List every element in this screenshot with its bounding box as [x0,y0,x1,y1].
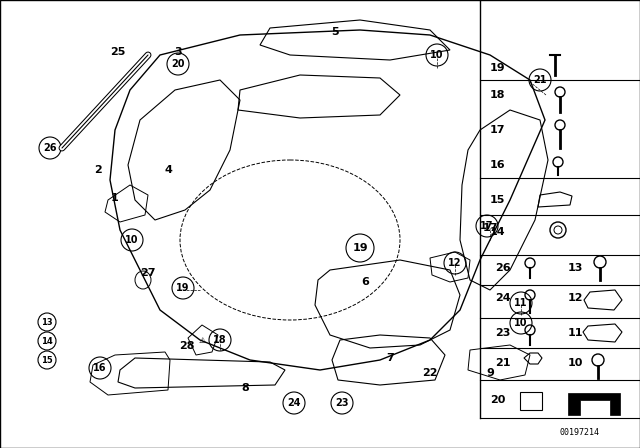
Text: 12: 12 [448,258,461,268]
Text: 13: 13 [568,263,584,273]
Text: 3: 3 [174,47,182,57]
Text: 18: 18 [490,90,506,100]
Text: 12: 12 [568,293,584,303]
Text: 26: 26 [495,263,511,273]
Text: 24: 24 [287,398,301,408]
Text: 19: 19 [352,243,368,253]
Text: 28: 28 [179,341,195,351]
Text: 23: 23 [335,398,349,408]
Text: 21: 21 [533,75,547,85]
Text: 20: 20 [172,59,185,69]
Text: 10: 10 [125,235,139,245]
Text: 14: 14 [490,227,506,237]
Text: 10: 10 [568,358,584,368]
Text: 19: 19 [490,63,506,73]
Text: 22: 22 [422,368,438,378]
Text: 11: 11 [515,298,528,308]
Text: 6: 6 [361,277,369,287]
Text: 8: 8 [241,383,249,393]
Text: 19: 19 [176,283,189,293]
Text: 17: 17 [483,223,498,233]
Text: 17: 17 [480,221,493,231]
Text: 23: 23 [495,328,510,338]
Text: 13: 13 [41,318,53,327]
Text: 27: 27 [140,268,156,278]
Text: 17: 17 [490,125,506,135]
Text: 1: 1 [111,193,119,203]
Text: 00197214: 00197214 [560,427,600,436]
Text: 14: 14 [41,336,53,345]
Text: 15: 15 [41,356,53,365]
Text: 20: 20 [490,395,506,405]
Text: 11: 11 [568,328,584,338]
Text: ⚠: ⚠ [198,336,205,345]
Text: 25: 25 [110,47,125,57]
Text: 10: 10 [515,318,528,328]
Text: 2: 2 [94,165,102,175]
Text: 15: 15 [490,195,506,205]
Polygon shape [568,393,620,415]
Text: 4: 4 [164,165,172,175]
Bar [520,392,542,410]
Text: 16: 16 [93,363,107,373]
Text: 5: 5 [331,27,339,37]
Text: 9: 9 [486,368,494,378]
Text: 10: 10 [430,50,444,60]
Text: 24: 24 [495,293,511,303]
Text: 21: 21 [495,358,511,368]
Text: 26: 26 [44,143,57,153]
Text: 18: 18 [213,335,227,345]
Text: 7: 7 [386,353,394,363]
Text: 16: 16 [490,160,506,170]
